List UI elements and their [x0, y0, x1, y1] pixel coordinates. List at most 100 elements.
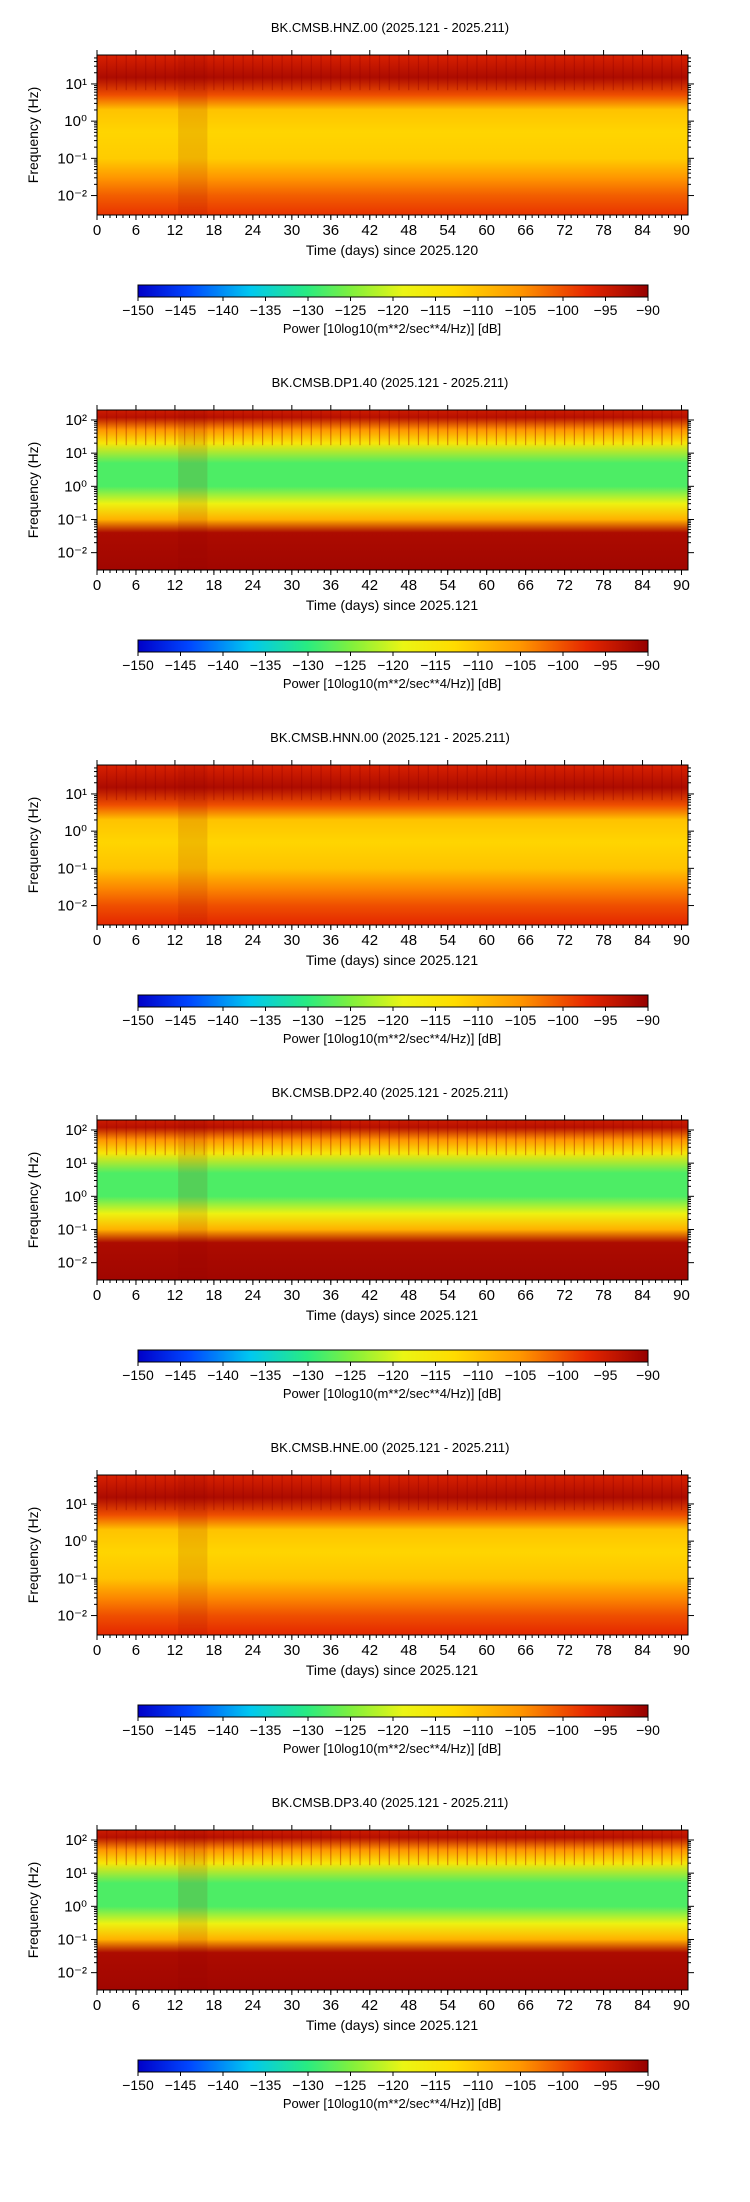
colorbar-tick-label: −140 [207, 302, 239, 318]
x-tick-label: 30 [283, 1997, 300, 2014]
colorbar-tick-label: −100 [547, 1722, 579, 1738]
x-tick-label: 48 [400, 1997, 417, 2014]
x-tick-label: 12 [167, 932, 184, 949]
x-tick-label: 78 [595, 932, 612, 949]
spectrogram-panel: BK.CMSB.DP3.40 (2025.121 - 2025.211) 0 6 12… [25, 1795, 694, 2111]
colorbar-tick-label: −120 [377, 1367, 409, 1383]
y-tick-label: 10² [65, 1122, 87, 1139]
x-tick-label: 90 [673, 1287, 690, 1304]
x-tick-label: 6 [132, 932, 140, 949]
colorbar-tick-label: −105 [505, 2077, 537, 2093]
x-axis-label: Time (days) since 2025.121 [306, 1307, 478, 1323]
colorbar-tick-label: −105 [505, 1367, 537, 1383]
colorbar-tick-label: −125 [335, 302, 367, 318]
colorbar-tick-label: −105 [505, 1012, 537, 1028]
y-tick-label: 10⁻¹ [57, 1931, 87, 1948]
x-tick-label: 18 [206, 577, 223, 594]
heatmap-area [97, 1475, 688, 1635]
y-tick-label: 10⁻² [57, 188, 87, 205]
plot-frame [96, 764, 689, 926]
x-tick-label: 60 [478, 1642, 495, 1659]
x-tick-label: 84 [634, 222, 651, 239]
colorbar-tick-label: −130 [292, 2077, 324, 2093]
x-axis-label: Time (days) since 2025.121 [306, 952, 478, 968]
spectrogram-panel: BK.CMSB.HNN.00 (2025.121 - 2025.211) 0 6 12… [25, 730, 694, 1046]
x-tick-label: 36 [322, 932, 339, 949]
x-tick-label: 90 [673, 1642, 690, 1659]
y-tick-label: 10⁰ [64, 1898, 87, 1915]
heatmap-texture [96, 1830, 683, 1990]
colorbar-tick-label: −95 [594, 302, 618, 318]
y-axis-label: Frequency (Hz) [25, 1507, 41, 1603]
spectrogram-panel: BK.CMSB.DP2.40 (2025.121 - 2025.211) 0 6 12… [25, 1085, 694, 1401]
x-tick-label: 90 [673, 577, 690, 594]
colorbar-tick-label: −130 [292, 302, 324, 318]
x-tick-label: 30 [283, 577, 300, 594]
x-tick-label: 78 [595, 1287, 612, 1304]
colorbar-tick-label: −105 [505, 1722, 537, 1738]
colorbar-tick-label: −135 [250, 1722, 282, 1738]
x-tick-label: 30 [283, 932, 300, 949]
colorbar-label: Power [10log10(m**2/sec**4/Hz)] [dB] [283, 321, 501, 336]
y-tick-label: 10¹ [65, 1496, 87, 1513]
x-tick-label: 18 [206, 1287, 223, 1304]
colorbar-tick-label: −100 [547, 1012, 579, 1028]
x-tick-label: 66 [517, 1997, 534, 2014]
y-tick-label: 10⁻² [57, 1965, 87, 1982]
colorbar-tick-label: −120 [377, 302, 409, 318]
y-tick-label: 10⁻¹ [57, 511, 87, 528]
x-tick-label: 72 [556, 1642, 573, 1659]
colorbar [137, 994, 649, 1008]
x-tick-label: 60 [478, 1287, 495, 1304]
y-tick-label: 10⁻¹ [57, 150, 87, 167]
y-tick-label: 10⁰ [64, 1533, 87, 1550]
x-tick-label: 84 [634, 1997, 651, 2014]
colorbar-tick-label: −115 [420, 1012, 451, 1028]
chart-title: BK.CMSB.HNN.00 (2025.121 - 2025.211) [270, 730, 510, 745]
y-tick-label: 10⁻² [57, 898, 87, 915]
y-tick-label: 10⁻¹ [57, 1221, 87, 1238]
x-tick-label: 90 [673, 1997, 690, 2014]
y-tick-label: 10¹ [65, 786, 87, 803]
plot-frame [96, 1474, 689, 1636]
colorbar-tick-label: −90 [636, 1012, 660, 1028]
y-tick-label: 10¹ [65, 1155, 87, 1172]
x-tick-label: 90 [673, 932, 690, 949]
x-axis-label: Time (days) since 2025.121 [306, 1662, 478, 1678]
x-tick-label: 24 [245, 1287, 262, 1304]
y-tick-label: 10⁻² [57, 1608, 87, 1625]
colorbar-tick-label: −95 [594, 657, 618, 673]
colorbar-tick-label: −105 [505, 302, 537, 318]
colorbar-tick-label: −150 [122, 302, 154, 318]
heatmap-area [97, 1830, 688, 1990]
x-tick-label: 12 [167, 1997, 184, 2014]
x-tick-label: 84 [634, 1642, 651, 1659]
colorbar-tick-label: −130 [292, 1367, 324, 1383]
colorbar-tick-label: −150 [122, 1012, 154, 1028]
colorbar-tick-label: −140 [207, 1012, 239, 1028]
x-tick-label: 36 [322, 1997, 339, 2014]
x-tick-label: 24 [245, 1997, 262, 2014]
colorbar-tick-label: −140 [207, 657, 239, 673]
x-tick-label: 6 [132, 577, 140, 594]
colorbar-tick-label: −145 [165, 302, 197, 318]
heatmap-area [97, 765, 688, 925]
colorbar-tick-label: −115 [420, 2077, 451, 2093]
colorbar-tick-label: −90 [636, 1722, 660, 1738]
x-axis-label: Time (days) since 2025.120 [306, 242, 478, 258]
colorbar-tick-label: −110 [463, 2077, 494, 2093]
x-tick-label: 6 [132, 222, 140, 239]
chart-title: BK.CMSB.HNE.00 (2025.121 - 2025.211) [271, 1440, 510, 1455]
x-tick-label: 42 [361, 577, 378, 594]
x-tick-label: 42 [361, 1642, 378, 1659]
heatmap-texture [96, 55, 683, 215]
colorbar [137, 2059, 649, 2073]
x-tick-label: 54 [439, 1997, 456, 2014]
colorbar-tick-label: −95 [594, 1012, 618, 1028]
x-tick-label: 0 [93, 1287, 101, 1304]
x-tick-label: 0 [93, 1642, 101, 1659]
x-tick-label: 18 [206, 1642, 223, 1659]
heatmap-area [97, 410, 688, 570]
chart-title: BK.CMSB.DP2.40 (2025.121 - 2025.211) [272, 1085, 509, 1100]
x-tick-label: 60 [478, 222, 495, 239]
